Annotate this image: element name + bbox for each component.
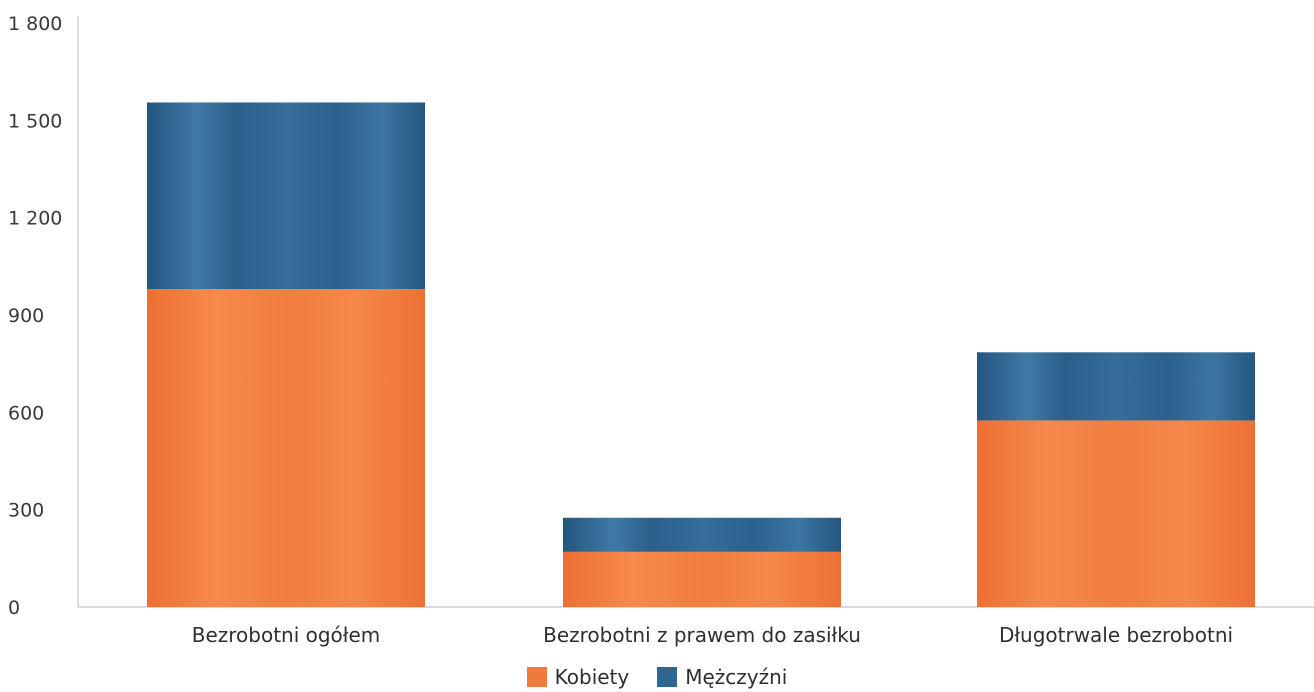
y-tick-label: 1 800 xyxy=(8,13,62,35)
bar-mezczyzni-2 xyxy=(977,352,1255,421)
y-tick-label: 1 500 xyxy=(8,110,62,132)
y-tick-label: 0 xyxy=(8,597,20,619)
y-tick-label: 300 xyxy=(8,500,44,522)
y-axis-ticks: 0 300 600 900 1 200 1 500 1 800 xyxy=(8,13,62,619)
legend-swatch xyxy=(526,667,547,687)
y-tick-label: 900 xyxy=(8,305,44,327)
legend-swatch xyxy=(657,667,678,687)
bars xyxy=(147,102,1255,607)
bar-kobiety-1 xyxy=(563,551,841,607)
legend-item: Mężczyźni xyxy=(657,665,787,689)
bar-mezczyzni-0 xyxy=(147,102,425,290)
bar-kobiety-2 xyxy=(977,420,1255,607)
legend-item: Kobiety xyxy=(526,665,630,689)
x-category-label: Długotrwale bezrobotni xyxy=(999,623,1233,647)
y-tick-label: 600 xyxy=(8,402,44,424)
x-category-label: Bezrobotni ogółem xyxy=(192,623,381,647)
legend-label: Mężczyźni xyxy=(685,665,788,689)
legend-label: Kobiety xyxy=(554,665,630,689)
x-category-label: Bezrobotni z prawem do zasiłku xyxy=(543,623,861,647)
x-axis-labels: Bezrobotni ogółem Bezrobotni z prawem do … xyxy=(192,623,1233,647)
legend: Kobiety Mężczyźni xyxy=(0,664,1314,690)
y-tick-label: 1 200 xyxy=(8,208,62,230)
bar-kobiety-0 xyxy=(147,289,425,607)
bar-mezczyzni-1 xyxy=(563,517,841,552)
